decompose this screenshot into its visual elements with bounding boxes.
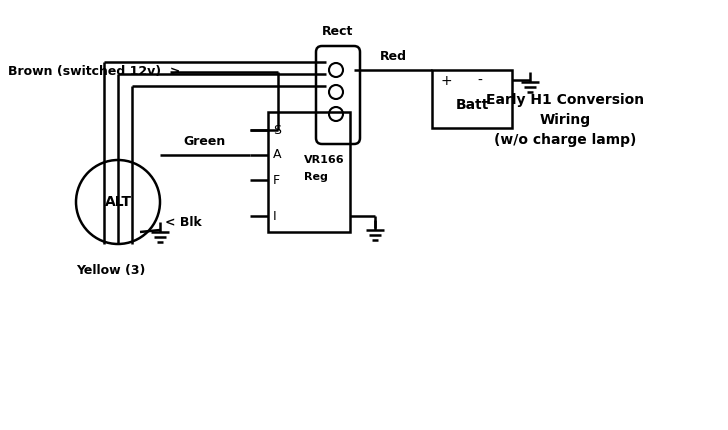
Text: F: F <box>273 173 280 187</box>
Text: Early H1 Conversion: Early H1 Conversion <box>486 93 644 107</box>
Text: Batt: Batt <box>455 98 488 112</box>
Text: < Blk: < Blk <box>165 215 202 228</box>
Text: I: I <box>273 209 277 222</box>
Text: A: A <box>273 148 282 162</box>
Text: +: + <box>440 74 452 88</box>
Text: Green: Green <box>184 135 226 148</box>
Text: (w/o charge lamp): (w/o charge lamp) <box>494 133 636 147</box>
Text: Yellow (3): Yellow (3) <box>76 264 146 277</box>
Text: Reg: Reg <box>304 172 328 182</box>
Bar <box>268 112 350 232</box>
Bar <box>432 70 512 128</box>
Text: -: - <box>478 74 483 88</box>
Text: S: S <box>273 123 281 136</box>
Text: Rect: Rect <box>323 25 354 38</box>
Text: Wiring: Wiring <box>539 113 590 127</box>
Text: VR166: VR166 <box>304 155 344 165</box>
Text: Red: Red <box>379 50 406 63</box>
Text: ALT: ALT <box>105 195 132 209</box>
Text: Brown (switched 12v)  >: Brown (switched 12v) > <box>8 65 181 79</box>
